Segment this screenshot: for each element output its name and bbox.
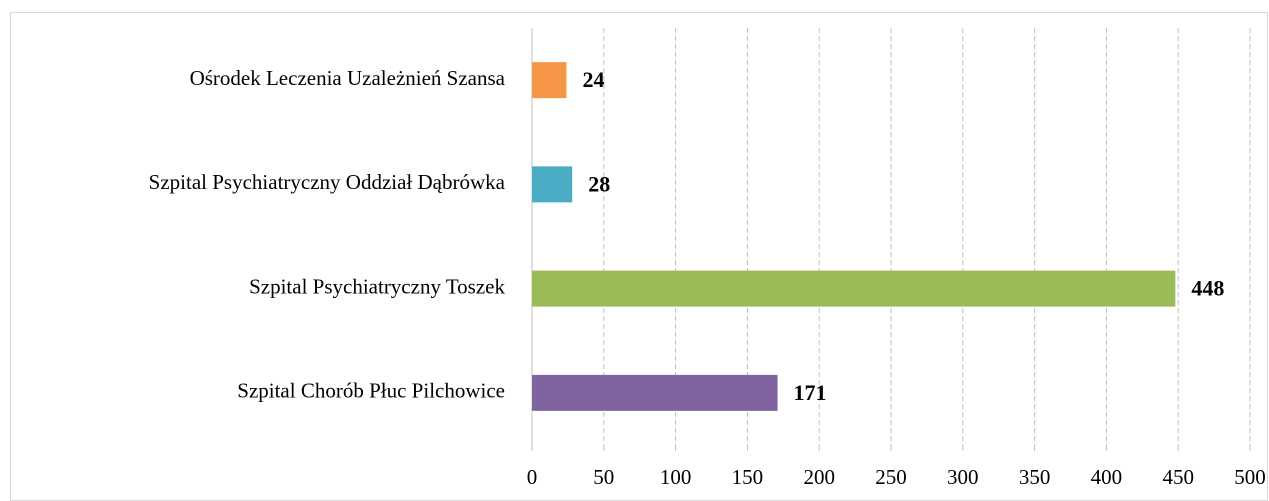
value-label: 171 bbox=[794, 380, 827, 405]
x-tick-label: 250 bbox=[875, 465, 907, 489]
x-tick-label: 300 bbox=[947, 465, 979, 489]
value-label: 28 bbox=[588, 171, 610, 196]
y-tick-label: Szpital Psychiatryczny Toszek bbox=[249, 274, 505, 298]
y-tick-label: Szpital Chorób Płuc Pilchowice bbox=[237, 379, 505, 403]
bar bbox=[532, 166, 573, 203]
x-tick-label: 500 bbox=[1234, 465, 1266, 489]
y-tick-label: Ośrodek Leczenia Uzależnień Szansa bbox=[190, 66, 506, 90]
y-tick-label: Szpital Psychiatryczny Oddział Dąbrówka bbox=[149, 170, 506, 194]
bar bbox=[532, 270, 1176, 307]
value-label: 448 bbox=[1191, 276, 1224, 301]
bar bbox=[532, 374, 778, 411]
x-tick-label: 50 bbox=[593, 465, 614, 489]
bar bbox=[532, 62, 567, 99]
x-tick-label: 450 bbox=[1162, 465, 1194, 489]
x-tick-label: 200 bbox=[803, 465, 835, 489]
x-tick-label: 0 bbox=[527, 465, 538, 489]
x-tick-label: 350 bbox=[1019, 465, 1051, 489]
value-label: 24 bbox=[582, 67, 604, 92]
x-tick-label: 150 bbox=[732, 465, 764, 489]
x-tick-label: 100 bbox=[660, 465, 692, 489]
x-tick-label: 400 bbox=[1091, 465, 1123, 489]
